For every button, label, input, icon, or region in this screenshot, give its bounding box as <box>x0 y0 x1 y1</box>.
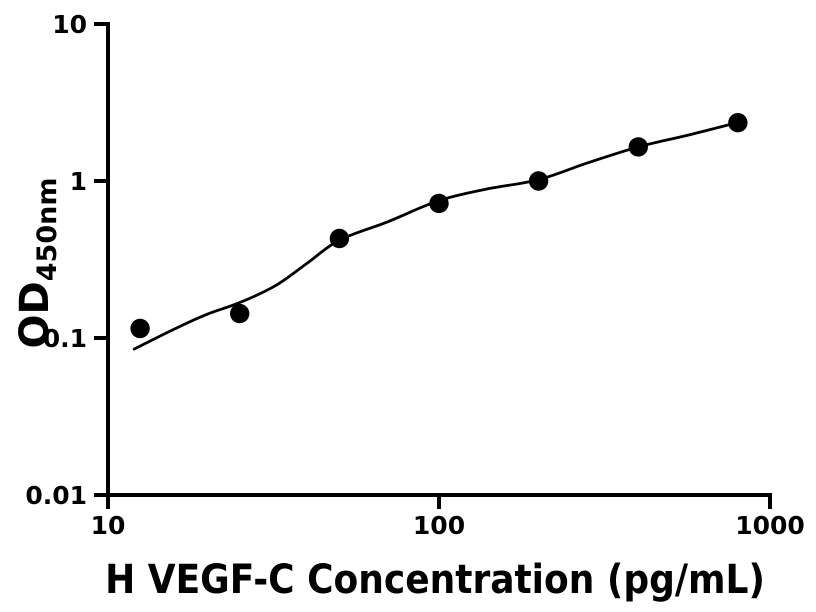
data-layer <box>130 113 748 351</box>
data-point <box>230 303 250 324</box>
y-axis-title-subscript: 450nm <box>32 178 63 282</box>
y-axis-title-main: OD <box>12 281 58 348</box>
x-axis-tick-label: 10 <box>91 511 126 540</box>
x-axis-title: H VEGF-C Concentration (pg/mL) <box>105 556 765 602</box>
data-point <box>628 137 648 157</box>
x-axis-tick-label: 100 <box>413 511 465 540</box>
data-point <box>528 171 549 191</box>
data-point <box>429 193 449 214</box>
data-point <box>329 228 350 249</box>
y-axis-tick-label: 0.1 <box>43 324 87 353</box>
axes-layer: 0.01 0.1 1 10 10 100 1000 <box>25 10 804 540</box>
fitted-curve-line <box>132 121 740 351</box>
y-axis-title: OD450nm <box>12 178 63 349</box>
x-axis-tick-label: 1000 <box>735 511 805 540</box>
data-point <box>728 113 748 133</box>
y-axis-tick-label: 0.01 <box>25 481 87 510</box>
y-axis-tick-label: 10 <box>52 10 87 39</box>
y-axis-tick-label: 1 <box>70 167 87 196</box>
data-point <box>130 318 150 339</box>
